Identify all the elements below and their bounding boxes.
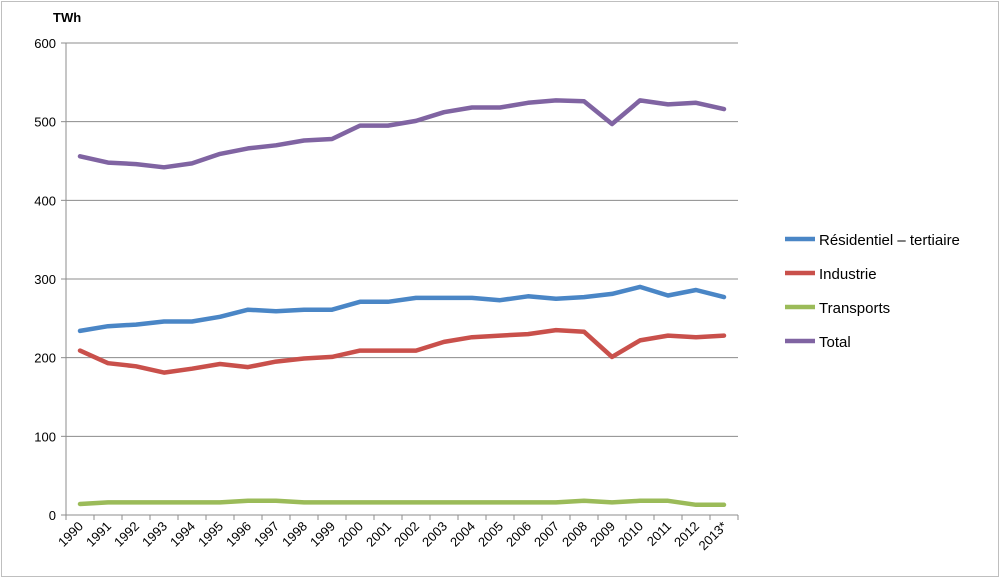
- x-tick-label-2008: 2008: [559, 519, 590, 550]
- series-line-2: [77, 327, 727, 375]
- x-tick-label-1997: 1997: [251, 519, 282, 550]
- x-tick-label-1994: 1994: [167, 519, 198, 550]
- y-tick-label-600: 600: [34, 36, 56, 51]
- legend-label-2: Industrie: [819, 266, 877, 283]
- x-tick-label-1990: 1990: [55, 519, 86, 550]
- series-line-3: [77, 498, 727, 508]
- y-axis-tick-labels: 0 100 200 300 400 500 600: [34, 36, 56, 523]
- x-tick-label-1995: 1995: [195, 519, 226, 550]
- y-tick-label-0: 0: [49, 508, 56, 523]
- x-tick-label-2005: 2005: [475, 519, 506, 550]
- series-line-1: [77, 284, 727, 334]
- x-tick-label-1991: 1991: [83, 519, 114, 550]
- x-tick-label-2009: 2009: [587, 519, 618, 550]
- series-line-4: [77, 98, 727, 170]
- x-axis-tick-labels: 1990199119921993199419951996199719981999…: [55, 519, 730, 554]
- y-tick-label-200: 200: [34, 351, 56, 366]
- x-tick-label-1998: 1998: [279, 519, 310, 550]
- legend-label-4: Total: [819, 334, 851, 351]
- x-tick-label-2002: 2002: [391, 519, 422, 550]
- axes: [61, 42, 739, 520]
- data-series: [77, 98, 727, 508]
- legend-label-3: Transports: [819, 300, 890, 317]
- x-tick-label-1999: 1999: [307, 519, 338, 550]
- x-tick-label-2000: 2000: [335, 519, 366, 550]
- x-tick-label-2004: 2004: [447, 519, 478, 550]
- y-tick-label-100: 100: [34, 429, 56, 444]
- legend-label-1: Résidentiel – tertiaire: [819, 232, 960, 249]
- x-tick-label-2003: 2003: [419, 519, 450, 550]
- x-tick-label-1996: 1996: [223, 519, 254, 550]
- x-tick-label-2006: 2006: [503, 519, 534, 550]
- x-tick-label-2011: 2011: [644, 519, 674, 549]
- x-tick-label-1992: 1992: [111, 519, 142, 550]
- x-tick-label-2001: 2001: [363, 519, 394, 550]
- y-tick-label-400: 400: [34, 193, 56, 208]
- x-tick-label-2010: 2010: [615, 519, 646, 550]
- y-tick-label-500: 500: [34, 115, 56, 130]
- y-axis-unit-label: TWh: [53, 10, 81, 25]
- legend: Résidentiel – tertiaire Industrie Transpor…: [785, 232, 960, 351]
- y-tick-label-300: 300: [34, 272, 56, 287]
- x-tick-label-2013*: 2013*: [695, 519, 730, 554]
- x-tick-label-1993: 1993: [139, 519, 170, 550]
- x-tick-label-2007: 2007: [531, 519, 562, 550]
